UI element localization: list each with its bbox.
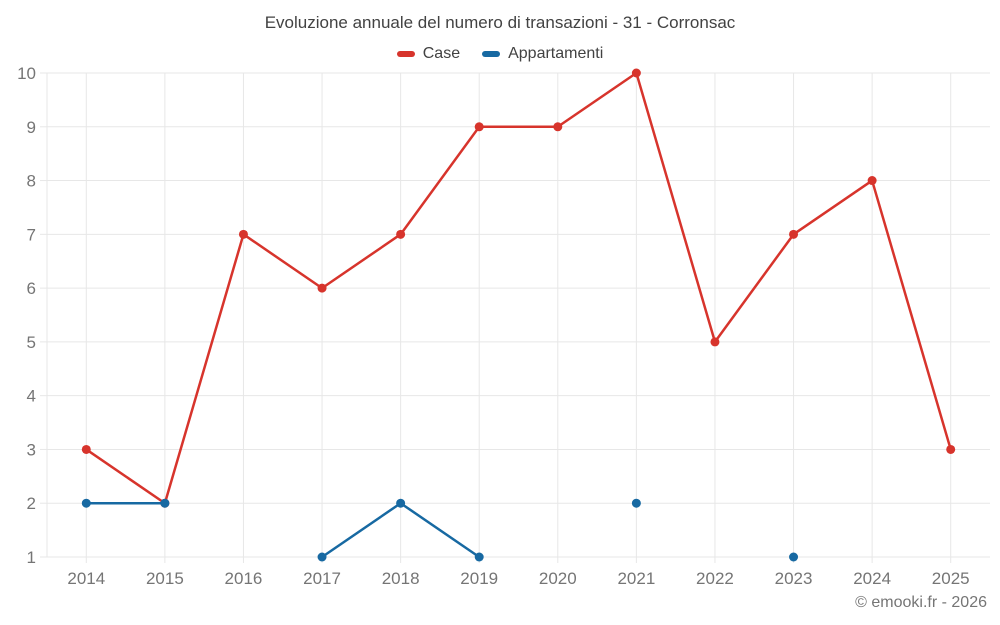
x-axis-tick-label: 2021 xyxy=(617,569,655,588)
case-data-point[interactable] xyxy=(710,337,720,347)
case-data-point[interactable] xyxy=(81,444,91,454)
x-axis-tick-label: 2019 xyxy=(460,569,498,588)
case-series-line xyxy=(85,71,952,505)
case-data-point[interactable] xyxy=(631,68,641,78)
x-axis-tick-label: 2018 xyxy=(382,569,420,588)
appartamenti-data-point[interactable] xyxy=(160,498,170,508)
appartamenti-data-point[interactable] xyxy=(317,552,327,562)
case-data-point[interactable] xyxy=(789,229,799,239)
y-axis-tick-label: 1 xyxy=(27,548,36,567)
x-axis-tick-label: 2023 xyxy=(775,569,813,588)
case-data-point[interactable] xyxy=(396,229,406,239)
x-axis-tick-label: 2016 xyxy=(225,569,263,588)
y-axis-tick-label: 7 xyxy=(27,225,36,244)
x-axis-tick-label: 2017 xyxy=(303,569,341,588)
y-axis-tick-label: 3 xyxy=(27,440,36,459)
y-axis-tick-label: 6 xyxy=(27,279,36,298)
case-data-point[interactable] xyxy=(317,283,327,293)
appartamenti-data-point[interactable] xyxy=(631,498,641,508)
appartamenti-data-point[interactable] xyxy=(396,498,406,508)
y-axis-tick-label: 8 xyxy=(27,172,36,191)
legend-item-case[interactable]: Case xyxy=(396,45,461,63)
y-axis-tick-label: 2 xyxy=(27,494,36,513)
x-axis-tick-label: 2020 xyxy=(539,569,577,588)
case-data-point[interactable] xyxy=(238,229,248,239)
legend: Case Appartamenti xyxy=(0,45,1000,63)
x-axis-tick-label: 2025 xyxy=(932,569,970,588)
x-axis-tick-label: 2024 xyxy=(853,569,891,588)
y-axis-tick-label: 10 xyxy=(17,64,36,83)
case-data-point[interactable] xyxy=(946,444,956,454)
x-axis-tick-label: 2014 xyxy=(67,569,105,588)
case-swatch-icon xyxy=(396,51,415,57)
legend-label: Appartamenti xyxy=(508,45,604,62)
legend-label: Case xyxy=(422,45,461,62)
appartamenti-swatch-icon xyxy=(482,51,501,57)
y-axis-tick-label: 4 xyxy=(27,387,36,406)
appartamenti-data-point[interactable] xyxy=(81,498,91,508)
footer-credit: © emooki.fr - 2026 xyxy=(855,594,987,611)
case-data-point[interactable] xyxy=(474,122,484,132)
case-data-point[interactable] xyxy=(553,122,563,132)
y-axis-tick-label: 9 xyxy=(27,118,36,137)
y-axis-tick-label: 5 xyxy=(27,333,36,352)
x-axis-tick-label: 2022 xyxy=(696,569,734,588)
case-data-point[interactable] xyxy=(867,176,877,186)
appartamenti-data-point[interactable] xyxy=(474,552,484,562)
appartamenti-data-point[interactable] xyxy=(789,552,799,562)
legend-item-appartamenti[interactable]: Appartamenti xyxy=(482,45,603,63)
chart-title: Evoluzione annuale del numero di transaz… xyxy=(264,13,736,32)
x-axis-tick-label: 2015 xyxy=(146,569,184,588)
